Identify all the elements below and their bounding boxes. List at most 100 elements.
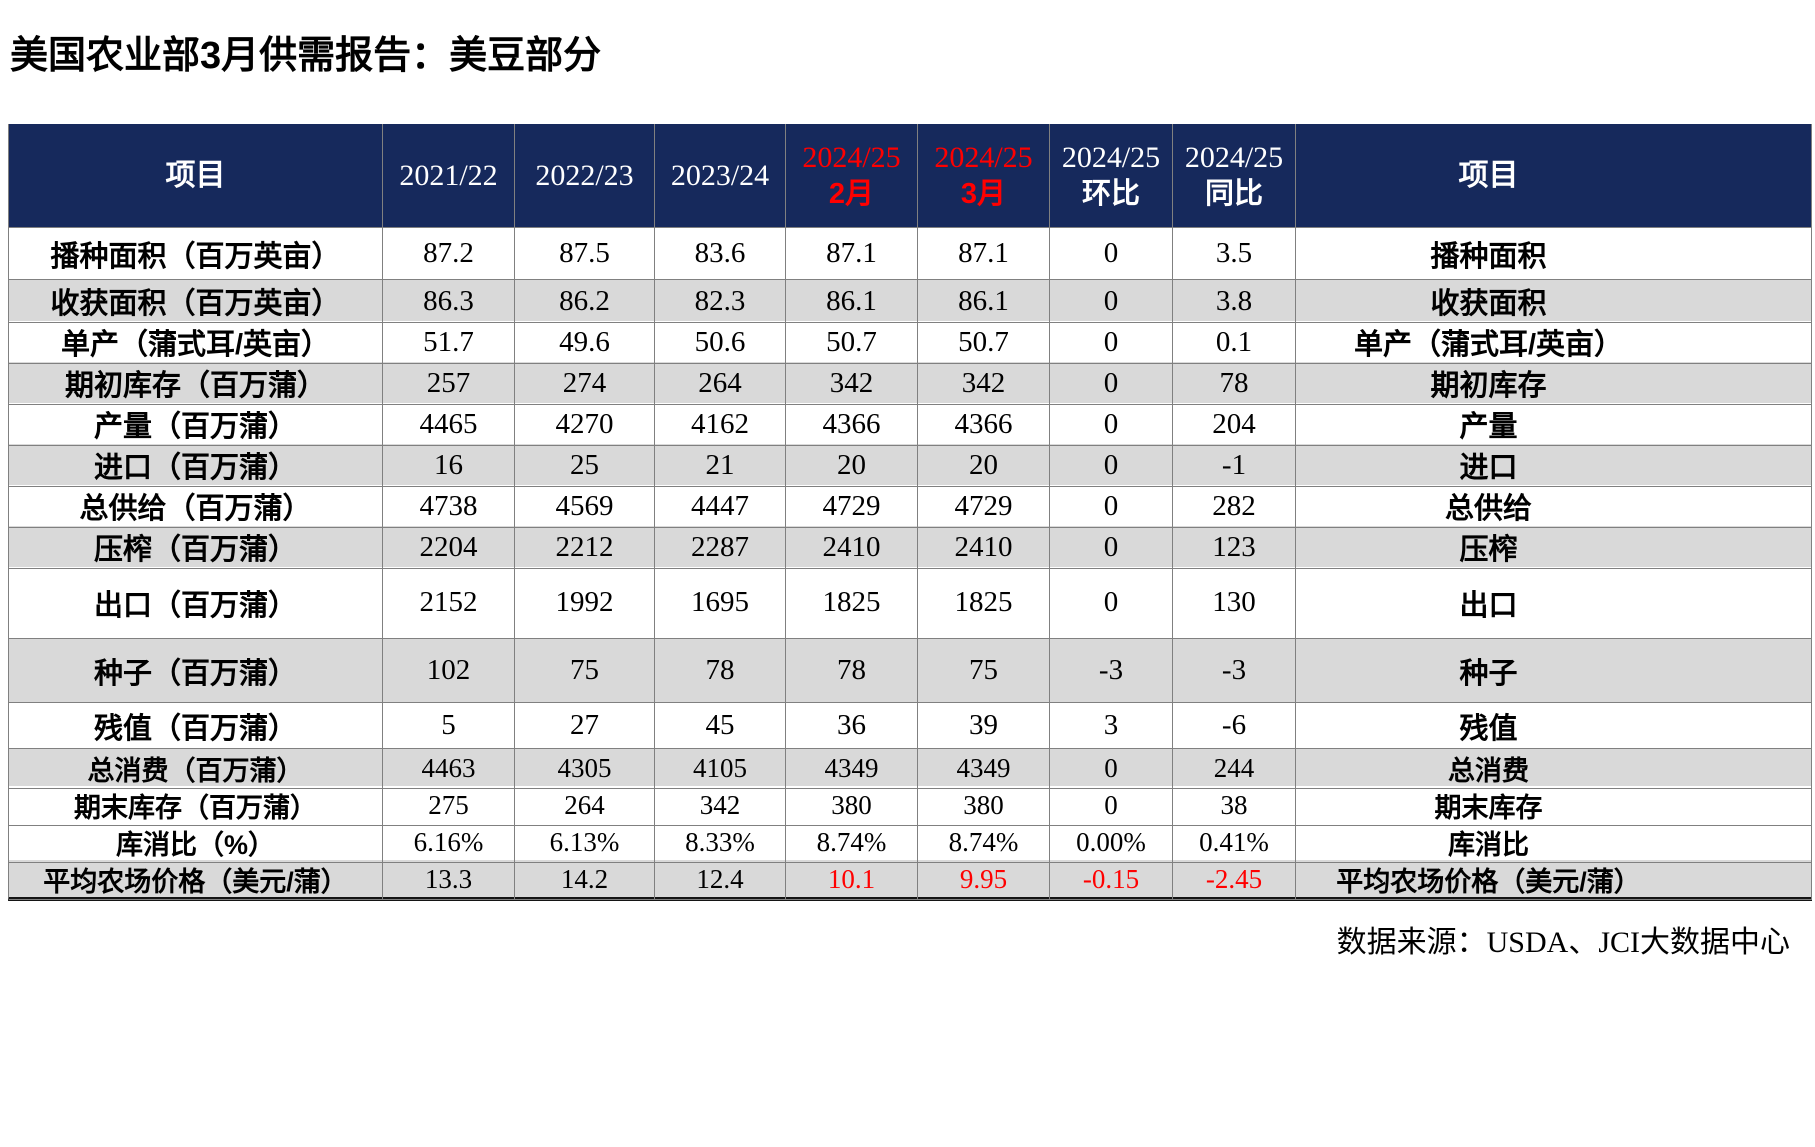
- cell-value: 4465: [383, 403, 515, 446]
- row-label: 出口（百万蒲）: [9, 567, 383, 639]
- cell-value: 4366: [786, 403, 918, 446]
- supply-demand-table: 项目 2021/22 2022/23 2023/24 2024/25 2月 2024/25 3…: [8, 124, 1812, 901]
- column-header: 2022/23: [515, 124, 655, 228]
- row-label: 进口（百万蒲）: [9, 444, 383, 487]
- cell-value: 342: [918, 362, 1050, 405]
- cell-value: 86.1: [918, 280, 1050, 323]
- cell-value: 3: [1050, 703, 1173, 749]
- cell-value: 123: [1173, 526, 1296, 569]
- row-label: 产量（百万蒲）: [9, 403, 383, 446]
- row-label-right: 期末库存: [1296, 786, 1812, 826]
- cell-value: -3: [1050, 639, 1173, 703]
- cell-value: 6.13%: [515, 823, 655, 863]
- cell-value: 204: [1173, 403, 1296, 446]
- cell-value: 2152: [383, 567, 515, 639]
- row-label: 总供给（百万蒲）: [9, 485, 383, 528]
- column-header-year: 2024/25: [934, 140, 1033, 174]
- cell-value: 0.1: [1173, 321, 1296, 364]
- row-label-right: 产量: [1296, 403, 1812, 446]
- table-row: 收获面积（百万英亩） 86.3 86.2 82.3 86.1 86.1 0 3.8 收获面积: [9, 280, 1812, 323]
- column-header-period: 环比: [1081, 178, 1140, 211]
- cell-value: 0: [1050, 444, 1173, 487]
- cell-value: 4349: [786, 749, 918, 789]
- cell-value: 4447: [655, 485, 786, 528]
- cell-value: 0: [1050, 403, 1173, 446]
- row-label-right: 种子: [1296, 639, 1812, 703]
- cell-value: 14.2: [515, 860, 655, 900]
- column-header: 2024/25 2月: [786, 124, 918, 228]
- row-label: 播种面积（百万英亩）: [9, 228, 383, 280]
- cell-value: 1825: [918, 567, 1050, 639]
- column-header-period: 2月: [828, 178, 875, 211]
- cell-value: 2212: [515, 526, 655, 569]
- cell-value: 2204: [383, 526, 515, 569]
- row-label-right: 出口: [1296, 567, 1812, 639]
- row-label-right: 总消费: [1296, 749, 1812, 789]
- cell-value: 342: [786, 362, 918, 405]
- cell-value: 13.3: [383, 860, 515, 900]
- cell-value: 21: [655, 444, 786, 487]
- cell-value: 82.3: [655, 280, 786, 323]
- cell-value: 102: [383, 639, 515, 703]
- row-label-right: 播种面积: [1296, 228, 1812, 280]
- table-row: 期末库存（百万蒲） 275 264 342 380 380 0 38 期末库存: [9, 786, 1812, 826]
- cell-value: 4366: [918, 403, 1050, 446]
- cell-value: 6.16%: [383, 823, 515, 863]
- cell-value: 78: [1173, 362, 1296, 405]
- table-row: 库消比（%） 6.16% 6.13% 8.33% 8.74% 8.74% 0.00% 0.41…: [9, 823, 1812, 863]
- table-row: 出口（百万蒲） 2152 1992 1695 1825 1825 0 130 出口: [9, 567, 1812, 639]
- cell-value: 86.3: [383, 280, 515, 323]
- cell-value: 8.74%: [786, 823, 918, 863]
- cell-value: 27: [515, 703, 655, 749]
- table-row: 总供给（百万蒲） 4738 4569 4447 4729 4729 0 282 总供给: [9, 485, 1812, 528]
- cell-value: -2.45: [1173, 860, 1296, 900]
- table-row: 种子（百万蒲） 102 75 78 78 75 -3 -3 种子: [9, 639, 1812, 703]
- column-header-year: 2023/24: [670, 158, 770, 192]
- cell-value: 244: [1173, 749, 1296, 789]
- row-label-right: 期初库存: [1296, 362, 1812, 405]
- cell-value: 83.6: [655, 228, 786, 280]
- table-row: 压榨（百万蒲） 2204 2212 2287 2410 2410 0 123 压榨: [9, 526, 1812, 569]
- table-body: 播种面积（百万英亩） 87.2 87.5 83.6 87.1 87.1 0 3.5 播种面积 收获…: [9, 228, 1812, 900]
- cell-value: 12.4: [655, 860, 786, 900]
- cell-value: 1825: [786, 567, 918, 639]
- table-row: 产量（百万蒲） 4465 4270 4162 4366 4366 0 204 产量: [9, 403, 1812, 446]
- cell-value: 275: [383, 786, 515, 826]
- table-row: 播种面积（百万英亩） 87.2 87.5 83.6 87.1 87.1 0 3.5 播种面积: [9, 228, 1812, 280]
- page-title: 美国农业部3月供需报告：美豆部分: [10, 35, 602, 77]
- source-note: 数据来源：USDA、JCI大数据中心: [1336, 926, 1790, 959]
- cell-value: 8.33%: [655, 823, 786, 863]
- cell-value: 3.5: [1173, 228, 1296, 280]
- cell-value: 39: [918, 703, 1050, 749]
- cell-value: 282: [1173, 485, 1296, 528]
- cell-value: 49.6: [515, 321, 655, 364]
- cell-value: -1: [1173, 444, 1296, 487]
- cell-value: -0.15: [1050, 860, 1173, 900]
- column-header-year: 2024/25: [1061, 140, 1161, 174]
- row-label-right: 库消比: [1296, 823, 1812, 863]
- row-label: 库消比（%）: [9, 823, 383, 863]
- cell-value: 380: [918, 786, 1050, 826]
- column-header-period: 3月: [960, 178, 1007, 211]
- cell-value: 2410: [918, 526, 1050, 569]
- row-label: 压榨（百万蒲）: [9, 526, 383, 569]
- cell-value: 0: [1050, 485, 1173, 528]
- row-label: 单产（蒲式耳/英亩）: [9, 321, 383, 364]
- cell-value: 1695: [655, 567, 786, 639]
- row-label: 种子（百万蒲）: [9, 639, 383, 703]
- header-item-right: 项目: [1296, 124, 1812, 228]
- cell-value: 4305: [515, 749, 655, 789]
- column-header-period: 同比: [1204, 178, 1263, 211]
- cell-value: -6: [1173, 703, 1296, 749]
- cell-value: 274: [515, 362, 655, 405]
- cell-value: -3: [1173, 639, 1296, 703]
- row-label: 平均农场价格（美元/蒲）: [9, 860, 383, 900]
- cell-value: 16: [383, 444, 515, 487]
- row-label: 收获面积（百万英亩）: [9, 280, 383, 323]
- table-row: 残值（百万蒲） 5 27 45 36 39 3 -6 残值: [9, 703, 1812, 749]
- cell-value: 0: [1050, 362, 1173, 405]
- cell-value: 0: [1050, 749, 1173, 789]
- cell-value: 4162: [655, 403, 786, 446]
- cell-value: 75: [918, 639, 1050, 703]
- cell-value: 50.7: [786, 321, 918, 364]
